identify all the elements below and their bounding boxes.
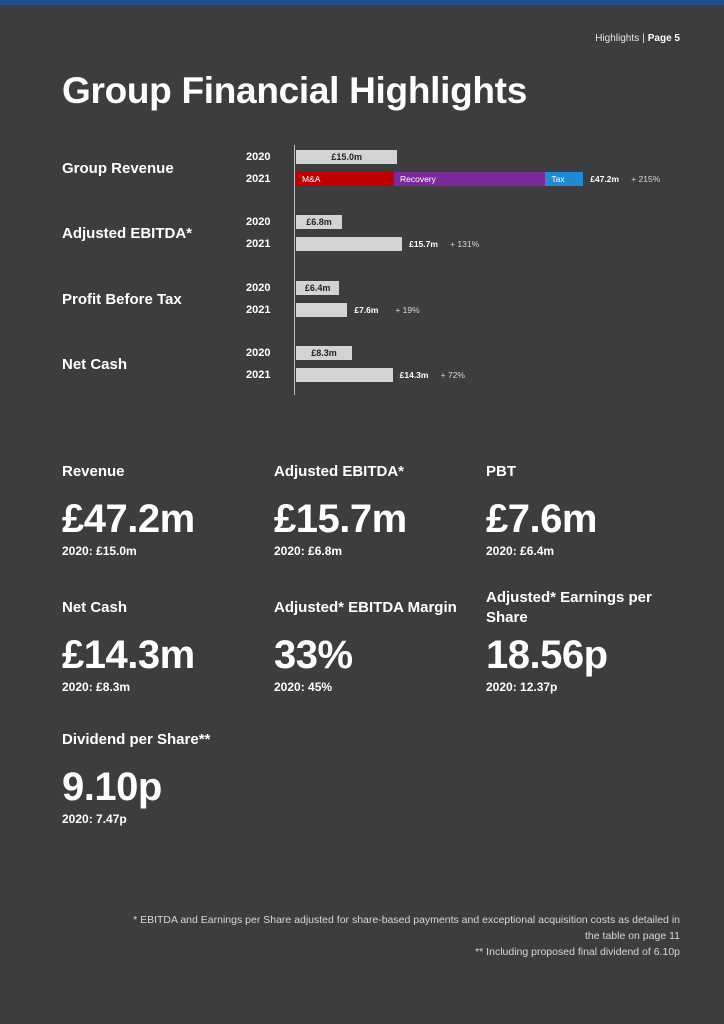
change-percent: + 72% bbox=[440, 370, 465, 380]
footnote-1: * EBITDA and Earnings per Share adjusted… bbox=[133, 914, 680, 926]
footnote-2: ** Including proposed final dividend of … bbox=[475, 946, 680, 958]
header-separator: | bbox=[642, 33, 645, 44]
kpi-value: 18.56p bbox=[486, 633, 608, 677]
footnote-1-cont: the table on page 11 bbox=[585, 930, 680, 942]
year-label-2020: 2020 bbox=[246, 216, 271, 228]
bar-2021 bbox=[296, 237, 403, 251]
bar-2020 bbox=[296, 215, 342, 229]
kpi-value: 33% bbox=[274, 633, 353, 677]
kpi-label: Adjusted* Earnings per Share bbox=[486, 589, 652, 626]
page-title: Group Financial Highlights bbox=[62, 70, 527, 111]
kpi-prior-year: 2020: £6.8m bbox=[274, 544, 343, 558]
year-label-2021: 2021 bbox=[246, 238, 271, 250]
bar-value-2020: £8.3m bbox=[311, 348, 337, 358]
kpi-value: £47.2m bbox=[62, 497, 195, 541]
top-accent-bar bbox=[0, 0, 724, 5]
year-label-2021: 2021 bbox=[246, 369, 271, 381]
bar-2021 bbox=[296, 368, 393, 382]
chart-metric-label: Profit Before Tax bbox=[62, 291, 182, 308]
kpi-label: PBT bbox=[486, 463, 516, 480]
bar-2020 bbox=[296, 281, 340, 295]
bar-value-2020: £6.4m bbox=[304, 283, 331, 293]
year-label-2020: 2020 bbox=[246, 282, 271, 294]
section-name: Highlights bbox=[595, 33, 640, 44]
chart-metric-label: Group Revenue bbox=[62, 160, 174, 177]
year-label-2020: 2020 bbox=[246, 151, 271, 163]
year-label-2021: 2021 bbox=[246, 173, 271, 185]
bar-2020 bbox=[296, 346, 353, 360]
kpi-net-cash: Net Cash £14.3m 2020: £8.3m bbox=[62, 598, 272, 694]
chart-metric-label: Net Cash bbox=[62, 356, 128, 373]
change-percent: + 19% bbox=[395, 305, 420, 315]
bar-value-2021: £7.6m bbox=[354, 305, 379, 315]
kpi-label: Dividend per Share** bbox=[62, 731, 211, 748]
bar-segment-tax: Tax bbox=[545, 172, 584, 186]
change-percent: + 215% bbox=[631, 174, 661, 184]
kpi-prior-year: 2020: 7.47p bbox=[62, 812, 127, 826]
highlights-bar-chart: Group Revenue 2020 2021 £15.0m M&A Recovery Ta… bbox=[0, 0, 724, 420]
bar-value-2021: £15.7m bbox=[409, 239, 438, 249]
kpi-prior-year: 2020: £15.0m bbox=[62, 544, 137, 558]
kpi-prior-year: 2020: £6.4m bbox=[486, 544, 555, 558]
year-label-2021: 2021 bbox=[246, 304, 271, 316]
bar-segment-ma: M&A bbox=[296, 172, 394, 186]
kpi-label: Adjusted* EBITDA Margin bbox=[274, 599, 457, 616]
kpi-prior-year: 2020: 12.37p bbox=[486, 680, 558, 694]
kpi-ebitda-margin: Adjusted* EBITDA Margin 33% 2020: 45% bbox=[274, 598, 484, 694]
bar-value-2020: £15.0m bbox=[331, 152, 362, 162]
kpi-value: £7.6m bbox=[486, 497, 597, 541]
kpi-eps: Adjusted* Earnings per Share 18.56p 2020: … bbox=[486, 588, 676, 694]
kpi-pbt: PBT £7.6m 2020: £6.4m bbox=[486, 462, 696, 558]
kpi-value: £14.3m bbox=[62, 633, 195, 677]
bar-2021 bbox=[296, 303, 348, 317]
change-percent: + 131% bbox=[450, 239, 480, 249]
bar-value-2020: £6.8m bbox=[306, 217, 332, 227]
bar-2020 bbox=[296, 150, 398, 164]
kpi-prior-year: 2020: £8.3m bbox=[62, 680, 131, 694]
bar-segment-recovery: Recovery bbox=[393, 172, 546, 186]
footnotes: * EBITDA and Earnings per Share adjusted… bbox=[40, 912, 680, 960]
bar-value-2021: £47.2m bbox=[590, 174, 620, 184]
page-number: Page 5 bbox=[647, 33, 680, 44]
chart-axis bbox=[294, 145, 295, 395]
kpi-prior-year: 2020: 45% bbox=[274, 680, 333, 694]
year-label-2020: 2020 bbox=[246, 347, 271, 359]
page-header: Highlights | Page 5 bbox=[595, 33, 680, 44]
kpi-value: 9.10p bbox=[62, 765, 162, 809]
kpi-label: Net Cash bbox=[62, 599, 128, 616]
kpi-dividend: Dividend per Share** 9.10p 2020: 7.47p bbox=[62, 730, 272, 826]
bar-value-2021: £14.3m bbox=[399, 370, 429, 380]
kpi-adjusted-ebitda: Adjusted EBITDA* £15.7m 2020: £6.8m bbox=[274, 462, 484, 558]
kpi-revenue: Revenue £47.2m 2020: £15.0m bbox=[62, 462, 272, 558]
kpi-label: Revenue bbox=[62, 463, 125, 480]
kpi-value: £15.7m bbox=[274, 497, 407, 541]
chart-metric-label: Adjusted EBITDA* bbox=[62, 225, 193, 242]
kpi-label: Adjusted EBITDA* bbox=[274, 463, 405, 480]
